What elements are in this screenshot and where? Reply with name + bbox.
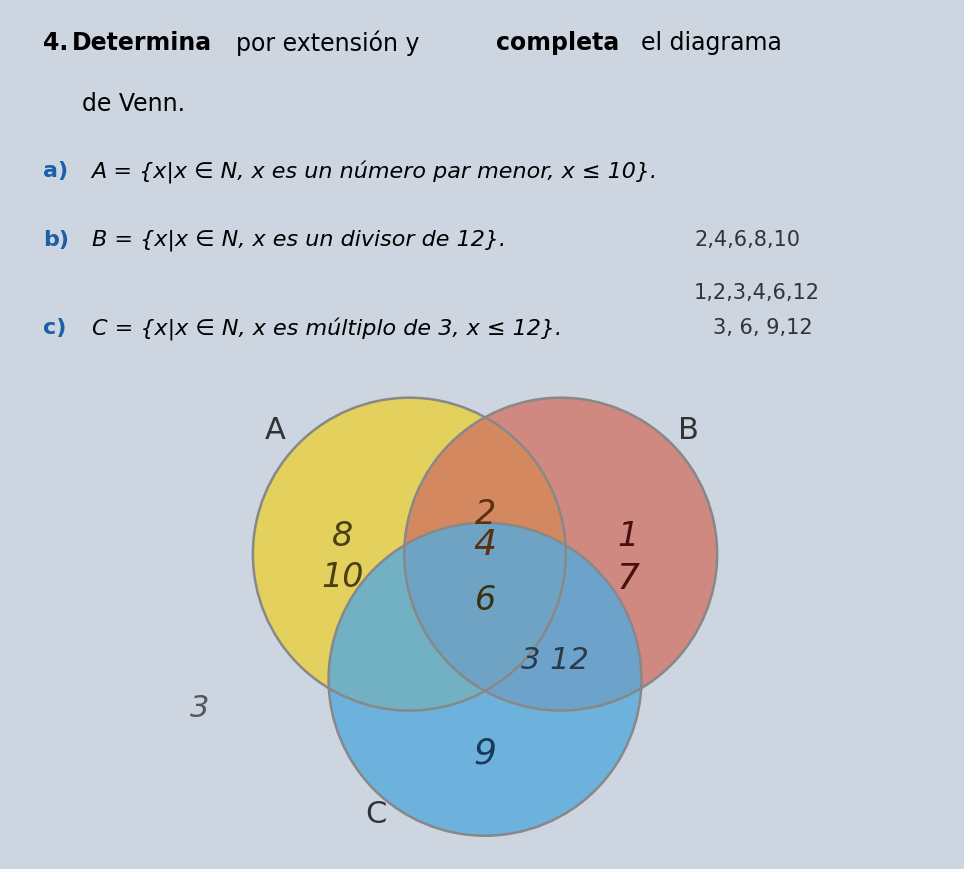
Text: 2,4,6,8,10: 2,4,6,8,10	[694, 229, 800, 249]
Text: B: B	[679, 416, 699, 445]
Text: C: C	[365, 799, 387, 828]
Text: 10: 10	[321, 561, 364, 594]
Text: C = {x|x ∈ N, x es múltiplo de 3, x ≤ 12}.: C = {x|x ∈ N, x es múltiplo de 3, x ≤ 12…	[92, 317, 562, 341]
Circle shape	[404, 398, 717, 711]
Text: 8: 8	[333, 520, 354, 553]
Text: b): b)	[43, 229, 69, 249]
Text: A: A	[265, 416, 285, 445]
Text: 1,2,3,4,6,12: 1,2,3,4,6,12	[694, 283, 820, 303]
Text: de Venn.: de Venn.	[82, 92, 185, 116]
Circle shape	[253, 398, 566, 711]
Text: el diagrama: el diagrama	[641, 30, 782, 55]
Text: B = {x|x ∈ N, x es un divisor de 12}.: B = {x|x ∈ N, x es un divisor de 12}.	[92, 229, 506, 251]
Text: 7: 7	[617, 561, 640, 595]
Text: A = {x|x ∈ N, x es un número par menor, x ≤ 10}.: A = {x|x ∈ N, x es un número par menor, …	[92, 161, 657, 183]
Text: 4: 4	[473, 527, 496, 561]
Text: Determina: Determina	[72, 30, 212, 55]
Text: por extensión y: por extensión y	[236, 30, 419, 56]
Text: a): a)	[43, 161, 68, 181]
Text: 4.: 4.	[43, 30, 68, 55]
Text: 9: 9	[473, 736, 496, 770]
Circle shape	[329, 523, 641, 836]
Text: 3, 6, 9,12: 3, 6, 9,12	[713, 317, 813, 337]
Text: c): c)	[43, 317, 67, 337]
Text: 3: 3	[190, 693, 209, 722]
Text: 6: 6	[474, 583, 495, 616]
Text: 3 12: 3 12	[521, 645, 589, 673]
Text: completa: completa	[496, 30, 620, 55]
Text: 2: 2	[474, 498, 495, 531]
Text: 1: 1	[618, 520, 639, 553]
